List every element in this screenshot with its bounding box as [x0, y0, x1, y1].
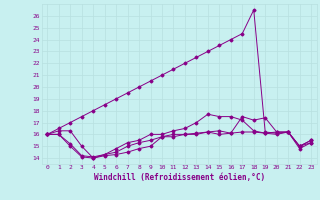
X-axis label: Windchill (Refroidissement éolien,°C): Windchill (Refroidissement éolien,°C): [94, 173, 265, 182]
